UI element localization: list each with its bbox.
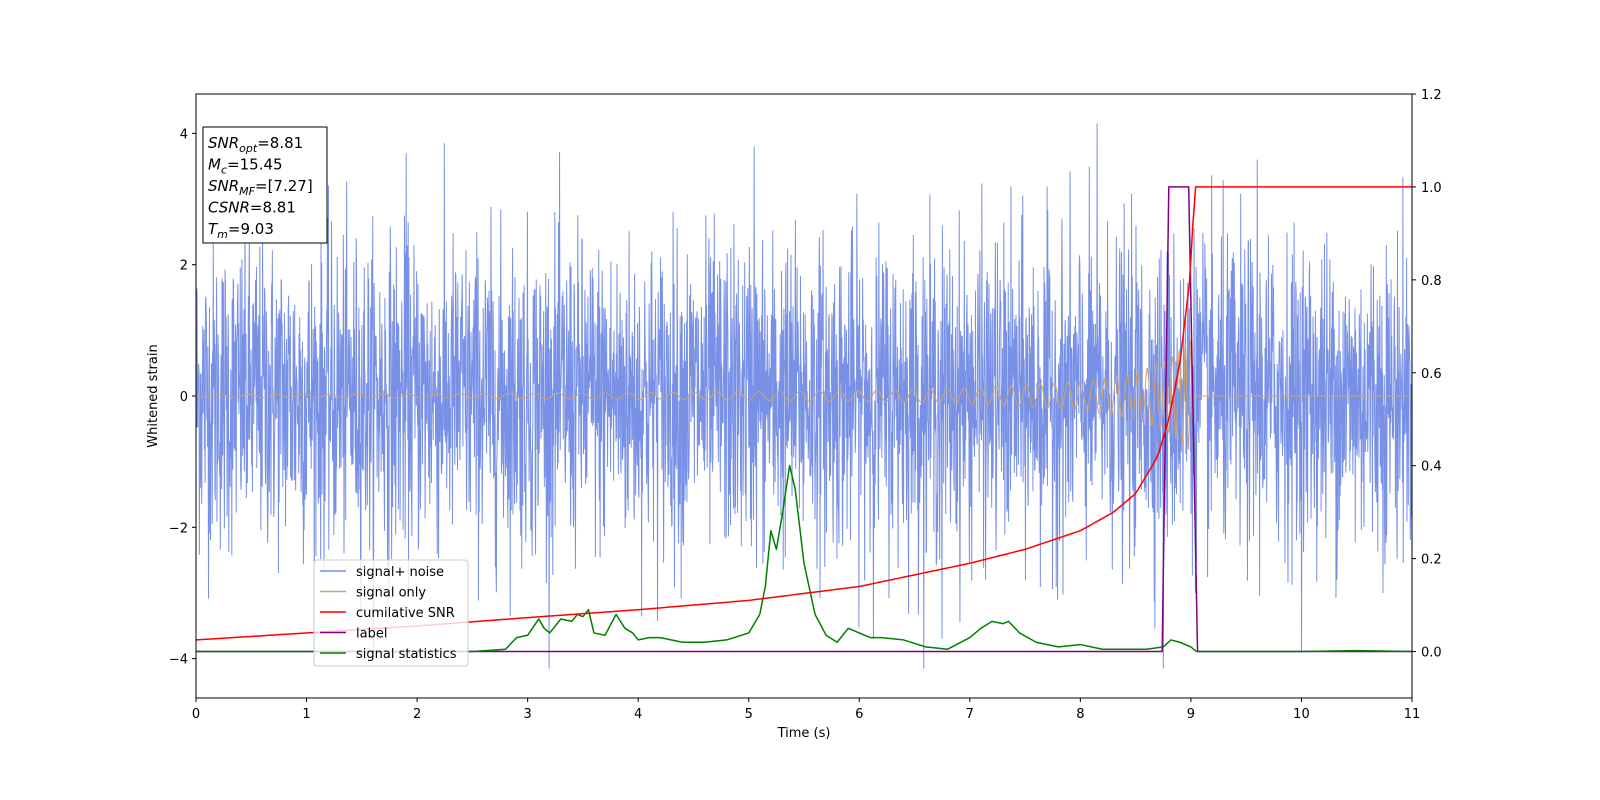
x-tick-label: 5 (745, 707, 753, 722)
x-tick-label: 4 (634, 707, 642, 722)
y-tick-label: 2 (180, 259, 188, 274)
y2-tick-label: 0.8 (1421, 274, 1442, 289)
x-tick-label: 2 (413, 707, 421, 722)
legend-frame (313, 559, 469, 667)
axes-layer: 0 1 2 3 4 5 6 7 8 9 10 11 −4 −2 0 2 4 0.0 0.2 0.4 0.6 0.8 1.0 1… (169, 88, 1442, 722)
x-tick-label: 0 (192, 707, 200, 722)
annotation-line: CSNR=8.81 (208, 199, 296, 217)
annotation-line: Tm=9.03 (208, 220, 274, 241)
x-tick-label: 3 (523, 707, 531, 722)
y2-tick-label: 0.2 (1421, 553, 1442, 568)
x-tick-label: 6 (855, 707, 863, 722)
legend-label: signal only (356, 586, 426, 601)
x-tick-label: 8 (1076, 707, 1084, 722)
legend-label: signal+ noise (356, 565, 444, 580)
y-axis-label: Whitened strain (146, 344, 161, 447)
x-axis-label: Time (s) (777, 726, 831, 741)
y2-tick-label: 1.2 (1421, 88, 1442, 103)
y-tick-label: 4 (180, 127, 188, 142)
y-tick-label: −2 (169, 521, 188, 536)
annotation-line: Mc=15.45 (208, 156, 283, 177)
y2-tick-label: 0.4 (1421, 460, 1442, 475)
y-tick-label: −4 (169, 653, 188, 668)
y-tick-label: 0 (180, 390, 188, 405)
series-signal-only (196, 340, 1412, 450)
series-signal-noise (196, 123, 1412, 669)
x-tick-label: 1 (302, 707, 310, 722)
y2-tick-label: 0.0 (1421, 646, 1442, 661)
x-tick-label: 7 (966, 707, 974, 722)
annotation-frame (202, 126, 328, 244)
legend: signal+ noise signal only cumilative SNR la… (313, 559, 469, 667)
y2-tick-label: 0.6 (1421, 367, 1442, 382)
legend-label: signal statistics (356, 647, 457, 662)
series-signal-statistics (196, 464, 1412, 653)
x-tick-label: 9 (1187, 707, 1195, 722)
x-tick-label: 10 (1293, 707, 1310, 722)
legend-label: label (356, 627, 387, 642)
annotation-line: SNRopt=8.81 (208, 134, 303, 155)
x-tick-label: 11 (1404, 707, 1421, 722)
annotation-box: SNRopt=8.81Mc=15.45SNRMF=[7.27]CSNR=8.81… (202, 126, 328, 244)
y2-tick-label: 1.0 (1421, 181, 1442, 196)
annotation-line: SNRMF=[7.27] (208, 177, 313, 198)
legend-label: cumilative SNR (356, 606, 455, 621)
